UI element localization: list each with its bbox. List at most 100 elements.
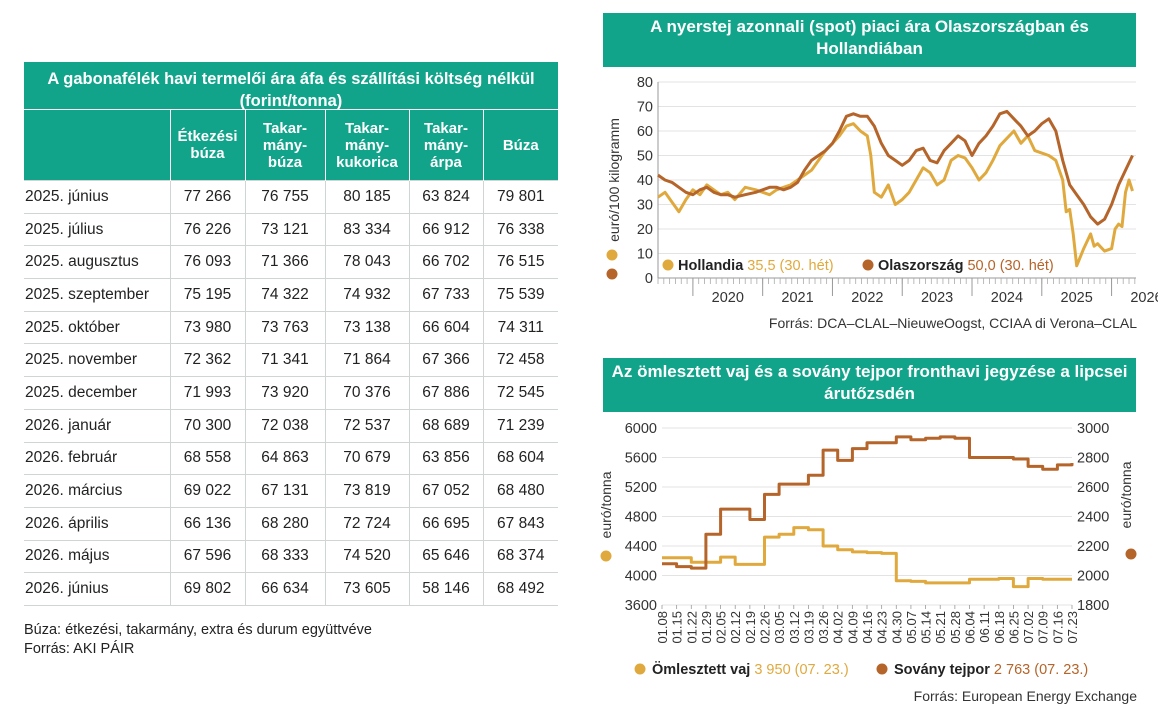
y-left-tick-label: 3600 xyxy=(625,598,657,614)
price-cell: 66 136 xyxy=(169,506,245,541)
row-month: 2025. november xyxy=(24,343,170,377)
dairy-chart-source: Forrás: European Energy Exchange xyxy=(913,688,1137,704)
price-cell: 71 993 xyxy=(169,376,245,410)
row-month: 2025. június xyxy=(24,180,170,214)
price-cell: 74 322 xyxy=(244,278,325,312)
price-cell: 67 052 xyxy=(408,474,483,508)
y-tick-label: 60 xyxy=(637,124,653,140)
row-month: 2026. január xyxy=(24,408,170,442)
price-cell: 76 093 xyxy=(169,245,245,279)
x-tick-label: 01.15 xyxy=(670,611,685,644)
row-month: 2026. március xyxy=(24,474,170,508)
x-tick-label: 04.02 xyxy=(831,611,846,644)
grain-price-table: Étkezési búza Takar-mány-búza Takar-mány-k… xyxy=(24,110,558,606)
legend-side-dot xyxy=(606,249,618,261)
table-row: 2026. április 66 136 68 280 72 724 66 695 67 … xyxy=(24,506,558,541)
price-cell: 71 864 xyxy=(324,343,409,377)
series-line xyxy=(657,122,1134,268)
price-cell: 66 604 xyxy=(408,310,483,344)
x-tick-label: 02.12 xyxy=(728,611,743,644)
y-tick-label: 80 xyxy=(637,75,653,91)
table-row: 2026. március 69 022 67 131 73 819 67 052 68 … xyxy=(24,474,558,508)
legend-value: 3 950 (07. 23.) xyxy=(754,662,848,678)
price-cell: 75 195 xyxy=(169,278,245,312)
price-cell: 69 802 xyxy=(169,572,245,606)
x-tick-label: 06.25 xyxy=(1006,611,1021,644)
row-month: 2025. szeptember xyxy=(24,278,170,312)
price-cell: 72 458 xyxy=(482,343,558,377)
row-month: 2026. február xyxy=(24,441,170,475)
table-row: 2025. július 76 226 73 121 83 334 66 912 76 3… xyxy=(24,212,558,246)
table-body: 2025. június 77 266 76 755 80 185 63 824 79 8… xyxy=(24,180,558,606)
legend-value: 35,5 (30. hét) xyxy=(747,258,833,274)
table-row: 2025. szeptember 75 195 74 322 74 932 67 733… xyxy=(24,278,558,312)
x-tick-label: 05.28 xyxy=(948,611,963,644)
price-cell: 76 338 xyxy=(482,212,558,246)
price-cell: 63 856 xyxy=(408,441,483,475)
price-cell: 68 492 xyxy=(482,572,558,606)
y-tick-label: 0 xyxy=(645,271,653,287)
table-title: A gabonafélék havi termelői ára áfa és s… xyxy=(24,62,558,110)
column-header: Búza xyxy=(482,110,558,181)
y-left-tick-label: 5600 xyxy=(625,451,657,467)
table-row: 2025. december 71 993 73 920 70 376 67 886 72… xyxy=(24,376,558,410)
price-cell: 68 333 xyxy=(244,539,325,573)
x-tick-label: 06.18 xyxy=(992,611,1007,644)
table-header-row: Étkezési búza Takar-mány-búza Takar-mány-k… xyxy=(24,110,558,181)
x-tick-label: 05.21 xyxy=(933,611,948,644)
column-header: Takar-mány-kukorica xyxy=(324,110,409,181)
grain-price-table-panel: A gabonafélék havi termelői ára áfa és s… xyxy=(24,62,558,606)
table-row: 2026. június 69 802 66 634 73 605 58 146 68 4… xyxy=(24,572,558,606)
legend-value: 2 763 (07. 23.) xyxy=(994,662,1088,678)
price-cell: 73 920 xyxy=(244,376,325,410)
legend-side-dot xyxy=(606,268,618,280)
x-tick-label: 04.16 xyxy=(860,611,875,644)
milk-chart-title: A nyerstej azonnali (spot) piaci ára Ola… xyxy=(603,13,1136,67)
price-cell: 68 374 xyxy=(482,539,558,573)
price-cell: 63 824 xyxy=(408,180,483,214)
price-cell: 72 724 xyxy=(324,506,409,541)
x-tick-label: 03.26 xyxy=(816,611,831,644)
row-month: 2026. április xyxy=(24,506,170,541)
y-left-tick-label: 4800 xyxy=(625,510,657,526)
y-tick-label: 10 xyxy=(637,247,653,263)
price-cell: 67 886 xyxy=(408,376,483,410)
price-cell: 58 146 xyxy=(408,572,483,606)
x-tick-label: 07.02 xyxy=(1021,611,1036,644)
x-tick-label: 2026 xyxy=(1130,290,1158,306)
legend-entry: Ömlesztett vaj 3 950 (07. 23.) xyxy=(652,661,849,678)
y-tick-label: 70 xyxy=(637,100,653,116)
price-cell: 71 239 xyxy=(482,408,558,442)
y-right-tick-label: 2600 xyxy=(1077,480,1109,496)
table-row: 2025. november 72 362 71 341 71 864 67 366 72… xyxy=(24,343,558,377)
y-axis-label: euró/100 kilogramm xyxy=(606,118,622,242)
legend-entry: Olaszország 50,0 (30. hét) xyxy=(878,258,1054,274)
table-row: 2026. február 68 558 64 863 70 679 63 856 68 … xyxy=(24,441,558,475)
price-cell: 76 515 xyxy=(482,245,558,279)
legend-marker xyxy=(662,259,674,271)
row-month: 2025. július xyxy=(24,212,170,246)
row-month: 2025. október xyxy=(24,310,170,344)
y-left-tick-label: 4400 xyxy=(625,539,657,555)
price-cell: 68 480 xyxy=(482,474,558,508)
price-cell: 78 043 xyxy=(324,245,409,279)
x-tick-label: 04.09 xyxy=(845,611,860,644)
legend-series-name: Olaszország xyxy=(878,258,967,274)
legend-entry: Sovány tejpor 2 763 (07. 23.) xyxy=(894,662,1088,678)
x-tick-label: 06.04 xyxy=(963,611,978,644)
x-tick-label: 07.23 xyxy=(1065,611,1080,644)
table-row: 2025. október 73 980 73 763 73 138 66 604 74 … xyxy=(24,310,558,344)
price-cell: 72 537 xyxy=(324,408,409,442)
price-cell: 68 280 xyxy=(244,506,325,541)
legend-entry: Hollandia 35,5 (30. hét) xyxy=(678,258,834,274)
y-right-tick-label: 2200 xyxy=(1077,539,1109,555)
x-tick-label: 02.05 xyxy=(714,611,729,644)
y-right-tick-label: 2000 xyxy=(1077,569,1109,585)
price-cell: 83 334 xyxy=(324,212,409,246)
x-tick-label: 2025 xyxy=(1061,290,1093,306)
row-month: 2025. augusztus xyxy=(24,245,170,279)
milk-chart-source: Forrás: DCA–CLAL–NieuweOogst, CCIAA di V… xyxy=(768,315,1137,331)
x-tick-label: 01.22 xyxy=(684,611,699,644)
x-tick-label: 07.16 xyxy=(1050,611,1065,644)
